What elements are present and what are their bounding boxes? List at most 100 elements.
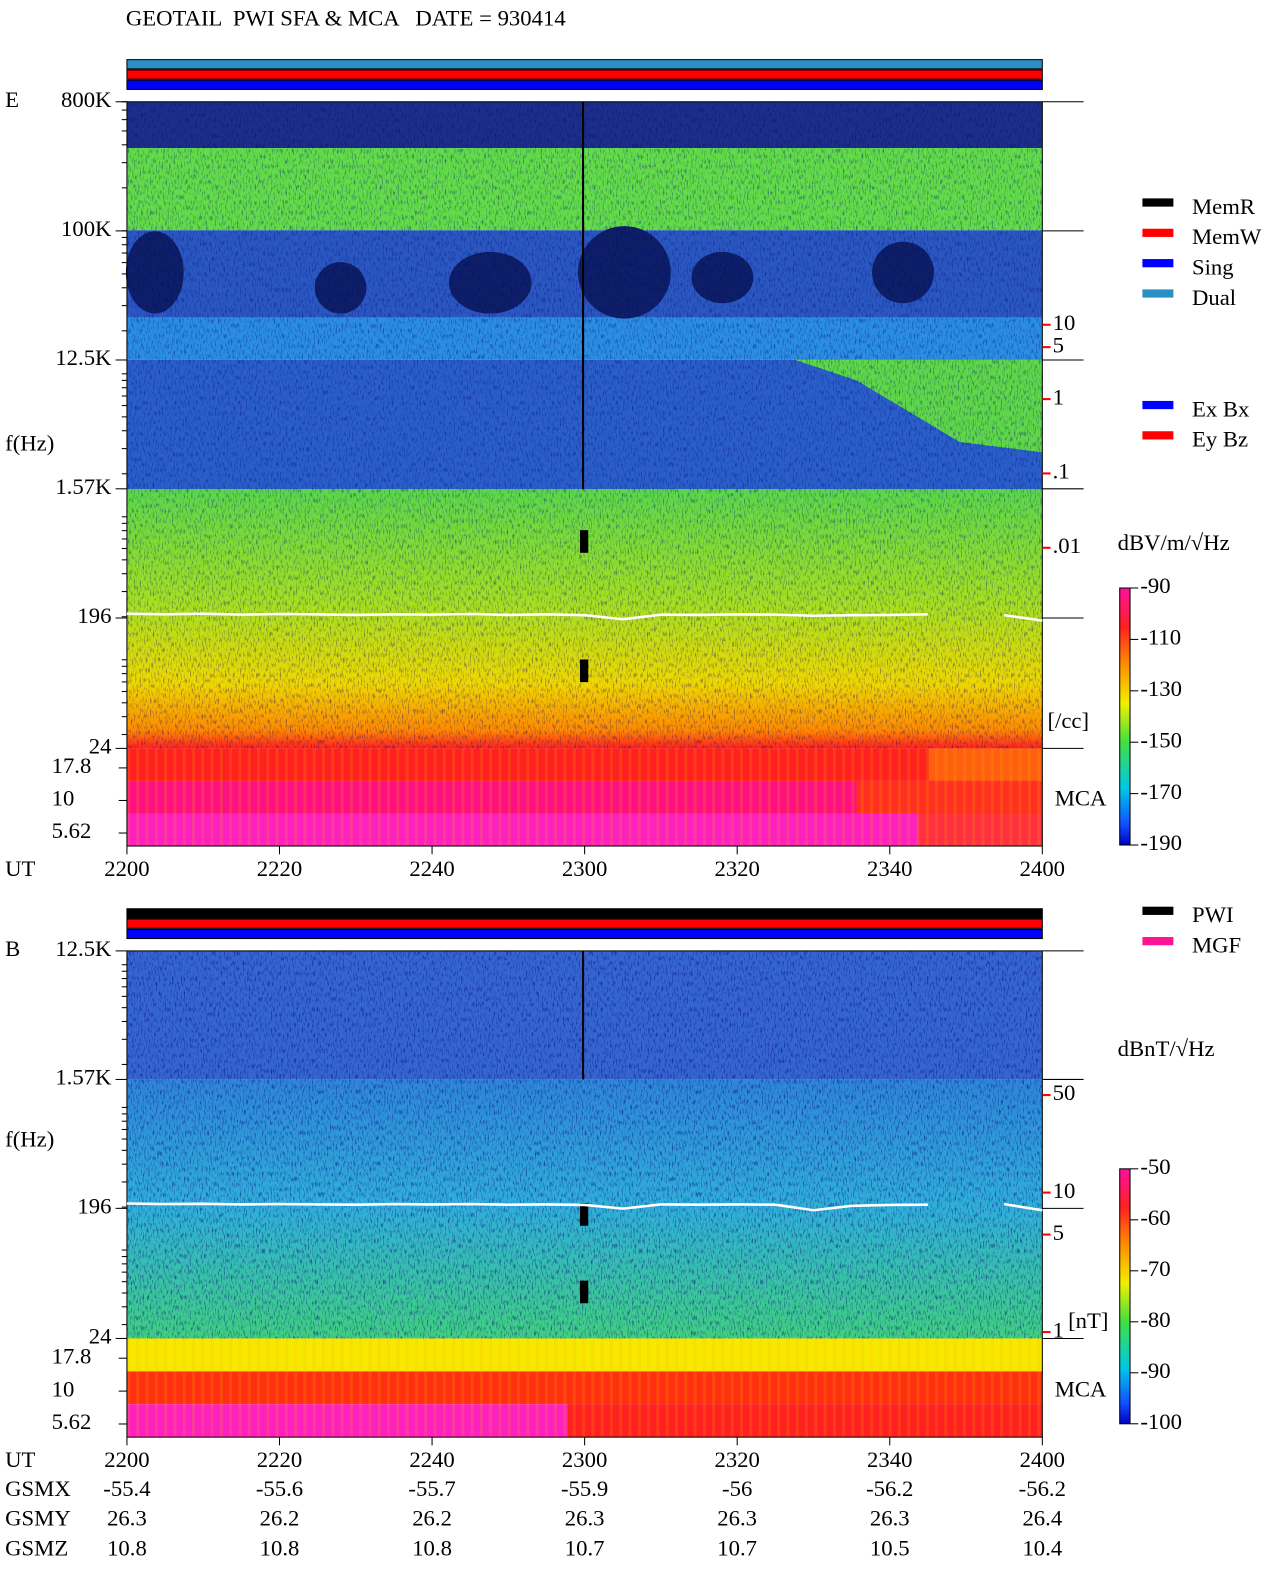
mca-streak [136,1338,140,1438]
mca-band [126,1338,1043,1372]
mca-streak [461,748,465,847]
orbit-value: 26.3 [717,1506,757,1531]
mca-streak [851,1338,855,1438]
mca-streak [572,748,576,847]
y2-axis-label: [/cc] [1047,708,1089,733]
mca-streak [832,748,836,847]
status-bar [126,918,1043,929]
mca-streak [712,748,716,847]
mca-streak [210,748,214,847]
orbit-label: GSMZ [5,1535,68,1560]
mca-streak [182,748,186,847]
mca-streak [647,748,651,847]
legend-label: Ex Bx [1192,396,1250,421]
mca-streak [888,1338,892,1438]
mca-streak [340,1338,344,1438]
y-tick-label: 1.57K [55,1065,112,1090]
y-tick-label: 196 [77,1194,111,1219]
x-tick-label: 2320 [714,856,759,881]
mca-band [126,1371,1043,1405]
mca-streak [414,748,418,847]
mca-streak [907,1338,911,1438]
x-tick-label: 2320 [714,1447,759,1472]
mca-streak [739,748,744,847]
mca-streak [229,1338,233,1438]
mca-streak [851,748,855,847]
mca-streak [767,1338,771,1438]
x-tick-label: 2240 [409,1447,454,1472]
x-tick-label: 2400 [1020,1447,1065,1472]
mca-streak [944,748,948,847]
orbit-value: 26.4 [1022,1506,1062,1531]
mca-streak [386,1338,391,1438]
mca-streak [312,1338,316,1438]
mca-streak [897,1338,901,1438]
mca-streak [433,748,437,847]
mca-streak [777,1338,781,1438]
mca-streak [1037,1338,1041,1438]
mca-streak [452,1338,456,1438]
mca-channel-label: 10 [52,786,75,811]
legend-swatch [1142,198,1174,207]
mca-streak [860,748,864,847]
mca-streak [219,748,223,847]
legend-swatch [1142,937,1174,946]
mca-band [928,748,1043,781]
mca-streak [405,1338,409,1438]
mca-streak [925,748,929,847]
mca-streak [238,1338,242,1438]
legend-label: Dual [1192,285,1236,310]
mca-streak [758,748,762,847]
mca-streak [126,748,131,847]
mca-streak [674,748,679,847]
legend-swatch [1142,289,1174,298]
mca-streak [823,1338,827,1438]
mca-streak [535,748,539,847]
orbit-value: 26.3 [565,1506,605,1531]
mca-streak [934,1338,939,1438]
mca-streak [656,748,660,847]
x-tick-label: 2220 [257,1447,302,1472]
mca-streak [173,1338,177,1438]
colorbar-tick-label: -50 [1140,1154,1170,1179]
mca-streak [990,1338,994,1438]
mca-streak [489,1338,493,1438]
colorbar-tick-label: -100 [1140,1409,1182,1434]
mca-streak [1027,1338,1031,1438]
figure: GEOTAIL PWI SFA & MCA DATE = 930414 Ef(H… [5,6,1262,1561]
mca-channel-label: 17.8 [52,1343,92,1368]
mca-streak [303,1338,307,1438]
mca-streak [637,748,641,847]
data-gap [579,530,589,553]
mca-streak [916,748,920,847]
mca-streak [210,1338,214,1438]
mca-streak [219,1338,223,1438]
mca-streak [795,1338,799,1438]
mca-streak [247,1338,251,1438]
mca-streak [554,1338,558,1438]
orbit-value: 26.3 [107,1506,147,1531]
status-bar [126,79,1043,90]
mca-streak [442,748,446,847]
mca-streak [1009,748,1013,847]
plasma-line [126,1202,1043,1212]
orbit-value: 26.3 [870,1506,910,1531]
mca-streak [359,1338,363,1438]
noise [126,950,1043,1339]
mca-streak [916,1338,920,1438]
mca-streak [767,748,771,847]
status-bar [126,928,1043,940]
mca-streak [1018,1338,1022,1438]
mca-streak [247,748,251,847]
mca-streak [154,1338,158,1438]
mca-streak [284,748,288,847]
mca-streak [145,748,149,847]
orbit-value: -56.2 [1019,1476,1066,1501]
orbit-label: GSMY [5,1506,71,1531]
mca-streak [981,1338,985,1438]
colorbar [1119,587,1131,846]
mca-band [126,813,1043,847]
y-axis-label: f(Hz) [5,430,54,455]
legend-label: MemR [1192,194,1256,219]
